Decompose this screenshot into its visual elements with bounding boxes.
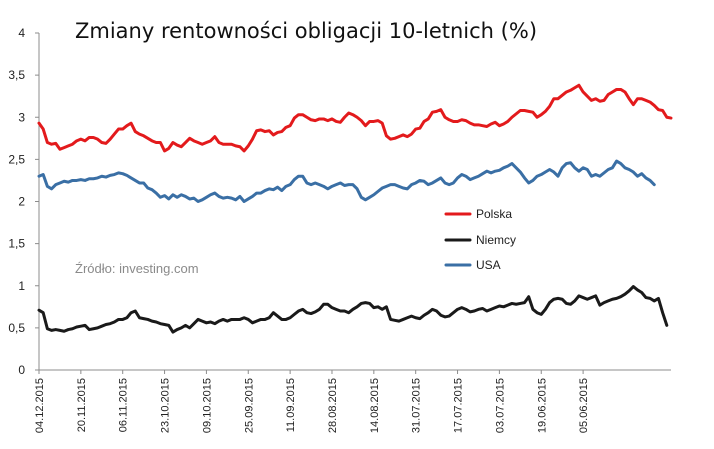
source-annotation: Źródło: investing.com (75, 261, 199, 276)
x-tick-label: 06.11.2015 (118, 378, 130, 432)
x-tick-label: 11.09.2015 (285, 378, 297, 432)
y-tick-label: 4 (18, 26, 25, 40)
x-tick-label: 14.08.2015 (369, 378, 381, 433)
x-tick-label: 17.07.2015 (453, 378, 465, 433)
x-tick-label: 20.11.2015 (76, 378, 88, 432)
series-line-polska (37, 83, 673, 153)
x-tick-label: 05.06.2015 (578, 378, 590, 433)
x-tick-label: 31.07.2015 (411, 378, 423, 433)
legend-label: Polska (476, 207, 512, 221)
legend: Polska Niemcy USA (444, 207, 516, 272)
series-lines (37, 83, 673, 334)
legend-label: USA (476, 258, 501, 272)
series-line-niemcy (37, 285, 669, 334)
y-tick-label: 2,5 (8, 152, 25, 166)
y-tick-label: 1,5 (8, 237, 25, 251)
x-tick-label: 25.09.2015 (243, 378, 255, 433)
x-tick-label: 19.06.2015 (536, 378, 548, 433)
axes: 0 0,5 1 1,5 2 2,5 3 3,5 4 04.12.2015 20.11.2015 06.… (8, 26, 671, 433)
y-tick-label: 1 (18, 279, 25, 293)
x-tick-label: 23.10.2015 (160, 378, 172, 433)
y-tick-label: 0,5 (8, 321, 25, 335)
series-line-usa (37, 159, 656, 203)
x-tick-label: 03.07.2015 (494, 378, 506, 433)
chart-title: Zmiany rentowności obligacji 10-letnich … (75, 19, 537, 43)
legend-label: Niemcy (476, 233, 516, 247)
x-tick-label: 04.12.2015 (34, 378, 46, 433)
y-tick-label: 3,5 (8, 68, 25, 82)
y-tick-label: 3 (18, 110, 25, 124)
y-tick-label: 2 (18, 195, 25, 209)
y-tick-label: 0 (18, 363, 25, 377)
x-tick-label: 28.08.2015 (327, 378, 339, 433)
x-tick-label: 09.10.2015 (201, 378, 213, 433)
